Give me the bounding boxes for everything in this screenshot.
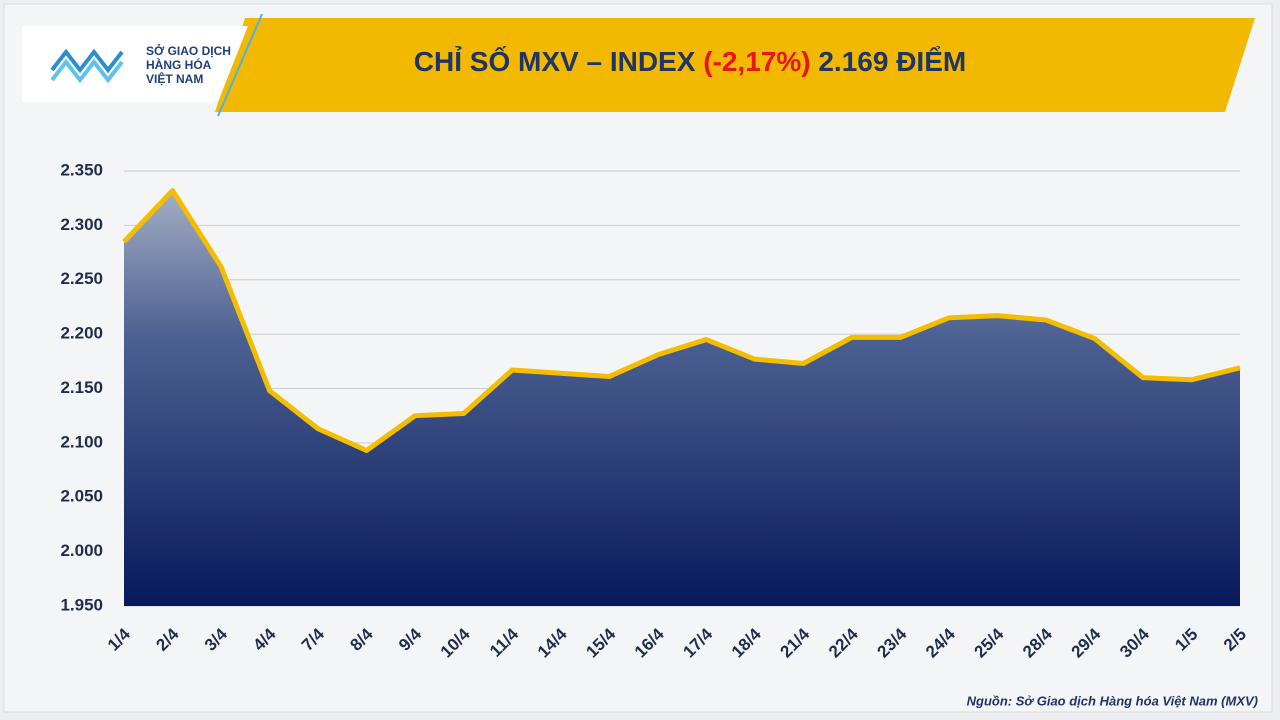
logo-text: SỞ GIAO DỊCH <box>146 43 231 58</box>
logo-accent <box>217 13 263 117</box>
y-tick-label: 1.950 <box>60 595 103 614</box>
title-text: CHỈ SỐ MXV – INDEX <box>414 45 696 77</box>
y-tick-label: 2.200 <box>60 324 103 343</box>
title-value: 2.169 ĐIỂM <box>818 46 966 77</box>
logo-text: HÀNG HÓA <box>146 57 212 72</box>
y-tick-label: 2.100 <box>60 432 103 451</box>
y-tick-label: 2.250 <box>60 269 103 288</box>
y-tick-label: 2.050 <box>60 487 103 506</box>
title-change: (-2,17%) <box>703 46 810 77</box>
logo-icon <box>50 48 124 84</box>
area <box>124 190 1240 606</box>
title-banner <box>215 18 1255 112</box>
y-tick-label: 2.000 <box>60 541 103 560</box>
y-tick-label: 2.150 <box>60 378 103 397</box>
source-note: Nguồn: Sở Giao dịch Hàng hóa Việt Nam (M… <box>967 693 1258 708</box>
logo-box <box>22 26 248 102</box>
logo-text: VIỆT NAM <box>146 71 203 86</box>
y-tick-label: 2.300 <box>60 215 103 234</box>
chart-title: CHỈ SỐ MXV – INDEX (-2,17%) 2.169 ĐIỂM <box>414 45 966 77</box>
line <box>122 188 1241 453</box>
plot: 1.950 2.000 2.050 2.100 2.150 2.200 2.250 2.300… <box>60 160 1250 661</box>
y-tick-label: 2.350 <box>60 160 103 179</box>
